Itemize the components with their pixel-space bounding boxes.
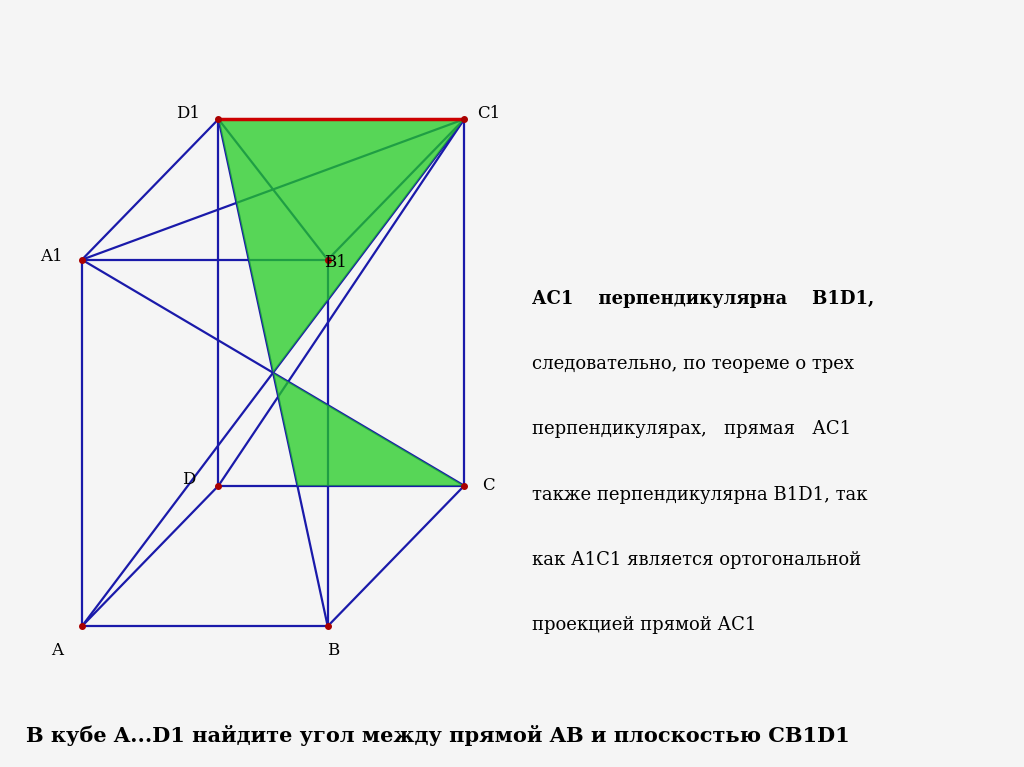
Text: также перпендикулярна В1D1, так: также перпендикулярна В1D1, так [532, 486, 868, 504]
Text: A: A [51, 642, 63, 659]
Polygon shape [273, 373, 464, 486]
Text: C: C [482, 477, 495, 494]
Text: АС1    перпендикулярна    В1D1,: АС1 перпендикулярна В1D1, [532, 290, 874, 308]
Text: следовательно, по теореме о трех: следовательно, по теореме о трех [532, 355, 854, 373]
Text: D1: D1 [176, 104, 201, 122]
Text: D: D [181, 471, 196, 488]
Text: A1: A1 [41, 249, 63, 265]
Text: C1: C1 [477, 104, 501, 122]
Text: B1: B1 [325, 254, 347, 272]
Text: проекцией прямой АС1: проекцией прямой АС1 [532, 617, 757, 634]
Text: B: B [327, 642, 339, 659]
Text: как А1С1 является ортогональной: как А1С1 является ортогональной [532, 551, 861, 569]
Text: В кубе A...D1 найдите угол между прямой AB и плоскостью CB1D1: В кубе A...D1 найдите угол между прямой … [26, 726, 849, 746]
Polygon shape [218, 119, 464, 373]
Text: перпендикулярах,   прямая   АС1: перпендикулярах, прямая АС1 [532, 420, 852, 438]
